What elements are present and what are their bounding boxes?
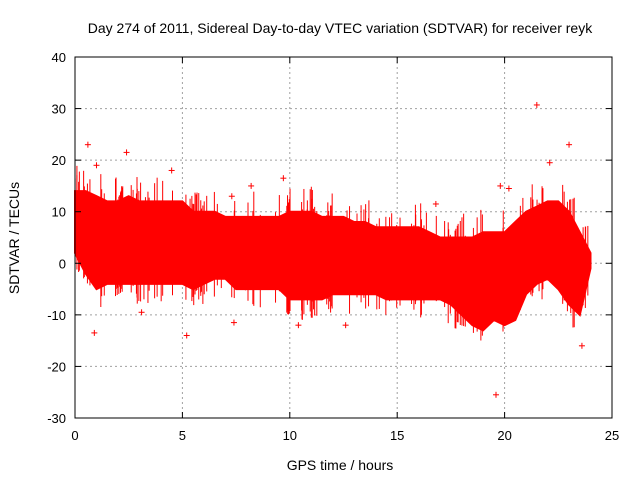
outlier-point <box>248 182 255 189</box>
outlier-point <box>497 182 504 189</box>
y-tick-label: 30 <box>52 102 66 117</box>
y-tick-label: 0 <box>59 256 66 271</box>
outlier-point <box>533 101 540 108</box>
y-axis-label: SDTVAR / TECUs <box>6 182 22 294</box>
y-tick-label: 20 <box>52 153 66 168</box>
outlier-points <box>84 101 585 398</box>
x-tick-label: 15 <box>390 428 404 443</box>
outlier-point <box>280 175 287 182</box>
outlier-point <box>183 332 190 339</box>
outlier-point <box>138 309 145 316</box>
y-axis-ticks: 40 30 20 10 0 -10 -20 -30 <box>47 50 612 426</box>
x-tick-label: 5 <box>179 428 186 443</box>
x-tick-label: 0 <box>71 428 78 443</box>
x-tick-label: 25 <box>605 428 619 443</box>
outlier-point <box>566 141 573 148</box>
y-tick-label: -30 <box>47 411 66 426</box>
outlier-point <box>168 167 175 174</box>
data-band <box>74 165 592 341</box>
plot-frame <box>74 56 613 419</box>
outlier-point <box>93 162 100 169</box>
plot-border <box>74 56 613 419</box>
y-tick-label: -20 <box>47 359 66 374</box>
outlier-point <box>228 193 235 200</box>
y-tick-label: 40 <box>52 50 66 65</box>
outlier-point <box>342 322 349 329</box>
x-tick-label: 10 <box>283 428 297 443</box>
chart-title: Day 274 of 2011, Sidereal Day-to-day VTE… <box>88 20 593 36</box>
outlier-point <box>546 159 553 166</box>
outlier-point <box>432 200 439 207</box>
outlier-point <box>505 185 512 192</box>
outlier-point <box>578 342 585 349</box>
outlier-point <box>230 319 237 326</box>
x-axis-ticks: 0 5 10 15 20 25 <box>71 57 619 443</box>
outlier-point <box>295 322 302 329</box>
outlier-point <box>84 141 91 148</box>
y-tick-label: -10 <box>47 308 66 323</box>
outlier-point <box>91 329 98 336</box>
x-axis-label: GPS time / hours <box>287 457 394 473</box>
outlier-point <box>493 391 500 398</box>
y-tick-label: 10 <box>52 205 66 220</box>
outlier-point <box>123 149 130 156</box>
x-tick-label: 20 <box>497 428 511 443</box>
